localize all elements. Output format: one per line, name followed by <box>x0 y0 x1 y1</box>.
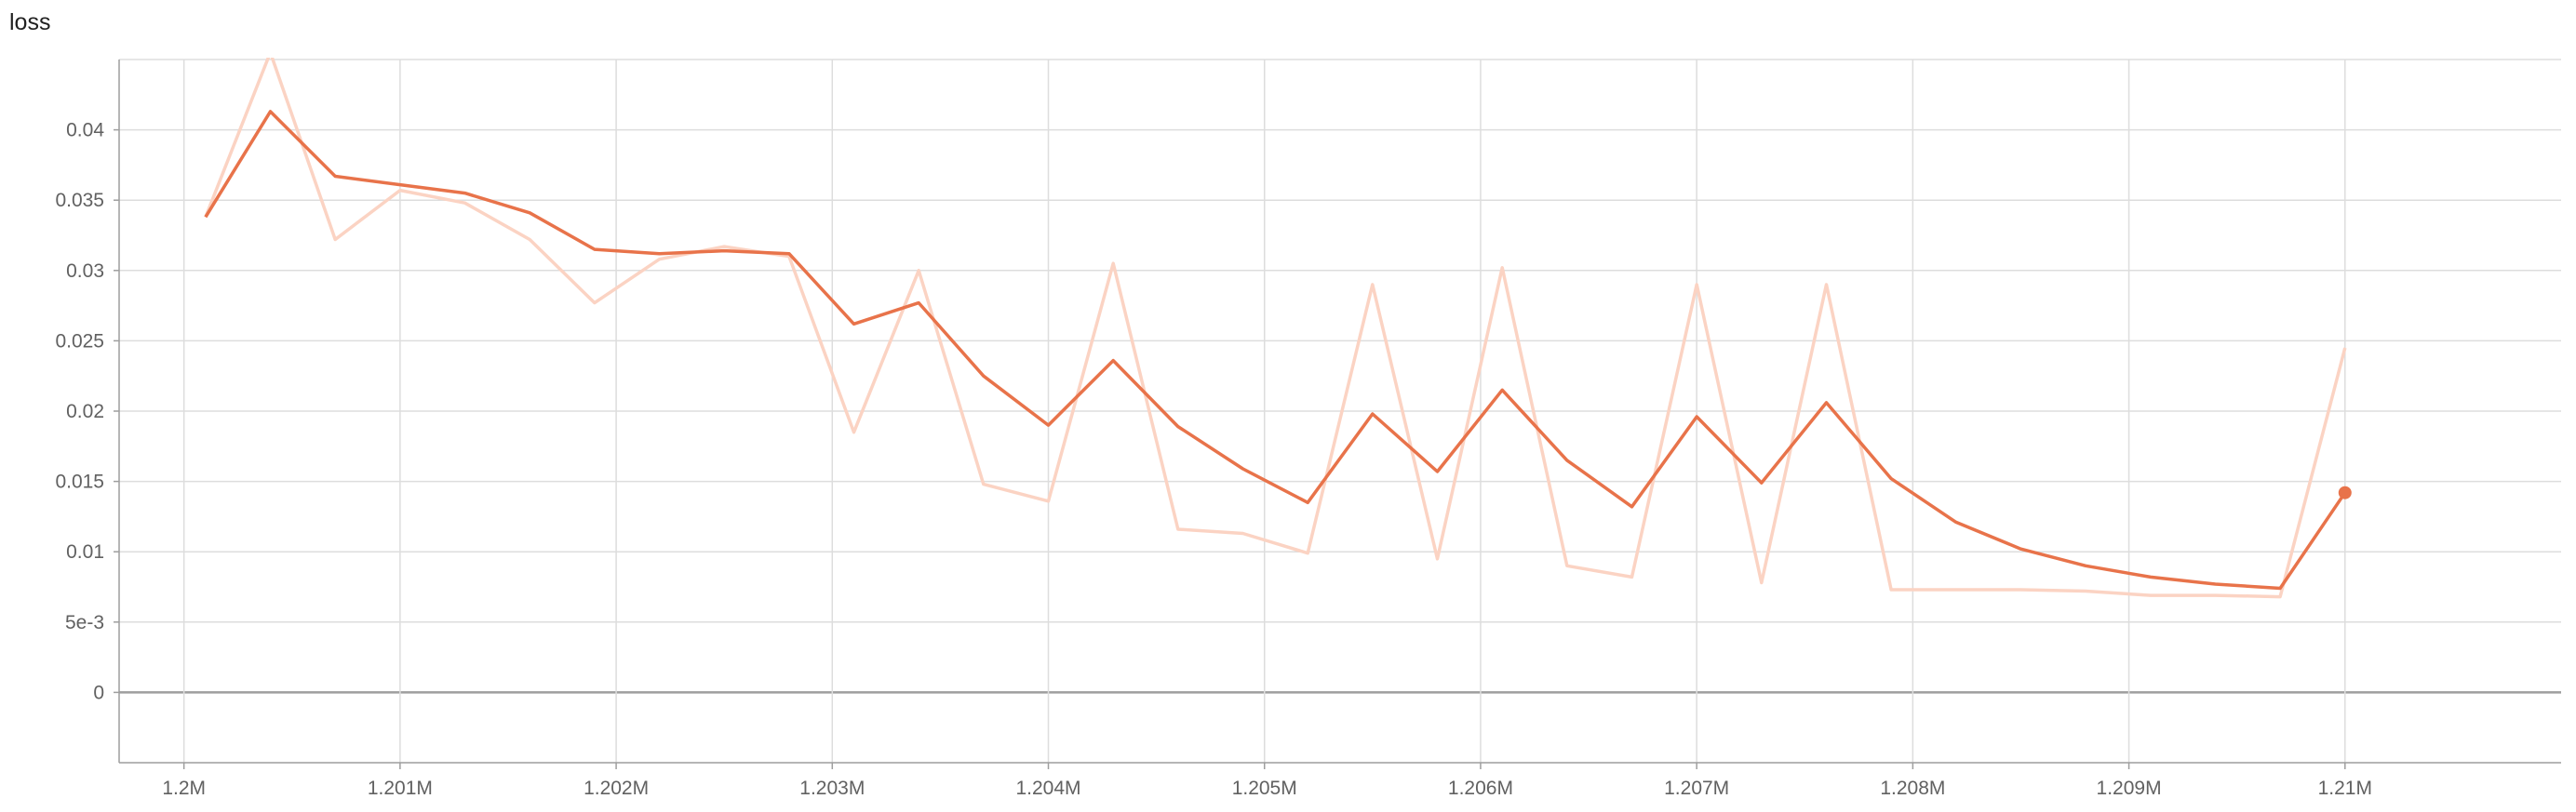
smoothed-loss-line <box>204 110 2347 591</box>
axis-layer <box>114 60 2561 769</box>
x-tick-label: 1.206M <box>1448 778 1513 799</box>
y-tick-label: 0.015 <box>55 472 104 493</box>
raw-loss-line <box>204 58 2347 599</box>
smoothed-loss-point[interactable] <box>1692 412 1701 421</box>
smoothed-loss-point[interactable] <box>1821 398 1831 407</box>
y-tick-label: 0 <box>93 682 104 703</box>
y-tick-label: 0.03 <box>66 260 104 282</box>
smoothed-loss-point[interactable] <box>1174 422 1183 432</box>
smoothed-loss-point[interactable] <box>785 249 794 259</box>
smoothed-loss-point[interactable] <box>1303 498 1312 507</box>
smoothed-loss-point[interactable] <box>1044 420 1053 430</box>
smoothed-loss-point[interactable] <box>655 249 664 259</box>
smoothed-loss-point[interactable] <box>2146 572 2155 581</box>
smoothed-loss-point[interactable] <box>850 319 859 328</box>
smoothed-loss-point[interactable] <box>396 180 405 190</box>
y-tick-label: 0.025 <box>55 330 104 352</box>
x-tick-label: 1.2M <box>162 778 206 799</box>
smoothed-loss-point[interactable] <box>1239 464 1248 473</box>
x-tick-label: 1.202M <box>584 778 649 799</box>
smoothed-loss-point[interactable] <box>1952 517 1961 526</box>
y-tick-label: 0.02 <box>66 401 104 422</box>
x-tick-label: 1.205M <box>1232 778 1297 799</box>
smoothed-loss-point[interactable] <box>525 208 534 218</box>
grid-layer <box>119 59 2561 763</box>
smoothed-loss-point[interactable] <box>201 212 210 221</box>
y-tick-label: 0.04 <box>66 120 104 141</box>
x-tick-label: 1.201M <box>368 778 433 799</box>
x-tick-label: 1.21M <box>2318 778 2372 799</box>
smoothed-loss-point[interactable] <box>1108 356 1118 366</box>
smoothed-loss-point[interactable] <box>461 189 470 198</box>
y-tick-label: 0.035 <box>55 190 104 211</box>
smoothed-loss-point[interactable] <box>1627 502 1636 512</box>
x-tick-label: 1.203M <box>799 778 865 799</box>
smoothed-loss-point[interactable] <box>1563 456 1572 465</box>
smoothed-loss-point[interactable] <box>1432 467 1442 476</box>
x-tick-label: 1.209M <box>2097 778 2162 799</box>
smoothed-loss-point[interactable] <box>2275 584 2285 593</box>
chart-title: loss <box>9 9 51 35</box>
smoothed-loss-point[interactable] <box>914 299 923 308</box>
x-tick-label: 1.207M <box>1664 778 1729 799</box>
smoothed-loss-point[interactable] <box>2081 561 2090 570</box>
y-tick-label: 5e-3 <box>65 612 104 633</box>
tick-label-layer: 0 5e-3 0.01 0.015 0.02 0.025 0.03 0.035 0.04 1.2M… <box>55 120 2372 799</box>
x-tick-label: 1.208M <box>1880 778 1945 799</box>
smoothed-loss-point[interactable] <box>1497 385 1507 394</box>
smoothed-loss-point[interactable] <box>1757 478 1766 487</box>
smoothed-loss-point[interactable] <box>1886 474 1896 484</box>
smoothed-loss-point[interactable] <box>2016 544 2025 553</box>
smoothed-loss-point[interactable] <box>330 171 340 180</box>
smoothed-loss-point[interactable] <box>979 371 988 380</box>
series-layer <box>201 58 2352 599</box>
last-point-marker[interactable] <box>2338 486 2352 499</box>
smoothed-loss-point[interactable] <box>266 107 275 116</box>
smoothed-loss-point[interactable] <box>719 246 729 256</box>
smoothed-loss-point[interactable] <box>590 245 599 254</box>
smoothed-loss-point[interactable] <box>2210 579 2220 589</box>
y-tick-label: 0.01 <box>66 541 104 563</box>
smoothed-loss-point[interactable] <box>1368 409 1377 419</box>
x-tick-label: 1.204M <box>1015 778 1080 799</box>
